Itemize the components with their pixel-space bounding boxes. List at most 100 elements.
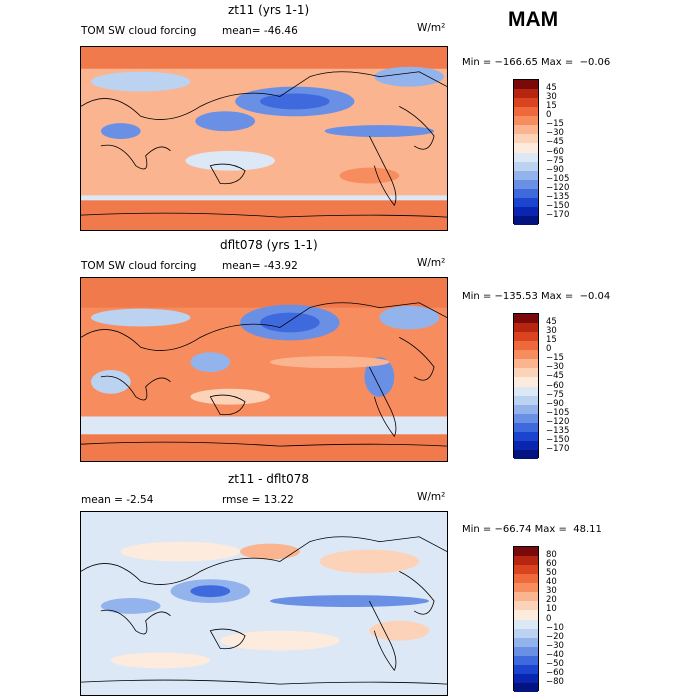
panel3-mean: mean = -2.54 xyxy=(81,494,154,506)
panel3-title: zt11 - dflt078 xyxy=(228,472,310,486)
colorbar-tick-label: −150 xyxy=(546,200,570,211)
colorbar-swatch xyxy=(514,89,538,99)
colorbar-swatch xyxy=(514,197,538,207)
panel2-units: W/m² xyxy=(417,257,446,269)
panel3-colorbar xyxy=(513,546,539,692)
colorbar-tick-label: −90 xyxy=(546,164,564,175)
colorbar-swatch xyxy=(514,655,538,665)
colorbar-swatch xyxy=(514,152,538,162)
colorbar-swatch xyxy=(514,134,538,144)
colorbar-swatch xyxy=(514,107,538,117)
colorbar-swatch xyxy=(514,610,538,620)
colorbar-swatch xyxy=(514,323,538,333)
colorbar-swatch xyxy=(514,368,538,378)
colorbar-tick-label: −45 xyxy=(546,137,564,148)
colorbar-swatch xyxy=(514,386,538,396)
colorbar-swatch xyxy=(514,170,538,180)
colorbar-swatch xyxy=(514,583,538,593)
colorbar-tick-label: −10 xyxy=(546,622,564,633)
colorbar-tick-label: 50 xyxy=(546,568,557,579)
colorbar-swatch xyxy=(514,431,538,441)
colorbar-swatch xyxy=(514,565,538,575)
colorbar-tick-label: 40 xyxy=(546,577,557,588)
panel2-mean: mean= -43.92 xyxy=(222,260,298,272)
colorbar-tick-label: −105 xyxy=(546,407,570,418)
colorbar-swatch xyxy=(514,332,538,342)
panel1-units: W/m² xyxy=(417,22,446,34)
colorbar-tick-label: −15 xyxy=(546,119,564,130)
colorbar-tick-label: −135 xyxy=(546,425,570,436)
colorbar-swatch xyxy=(514,341,538,351)
panel2-colorbar xyxy=(513,313,539,459)
colorbar-swatch xyxy=(514,359,538,369)
panel1-field-label: TOM SW cloud forcing xyxy=(81,25,197,37)
panel3-minmax: Min = −66.74 Max = 48.11 xyxy=(462,524,602,535)
colorbar-tick-label: −75 xyxy=(546,389,564,400)
panel2-field-label: TOM SW cloud forcing xyxy=(81,260,197,272)
colorbar-swatch xyxy=(514,161,538,171)
panel3-map xyxy=(80,511,448,696)
colorbar-tick-label: −50 xyxy=(546,658,564,669)
colorbar-swatch xyxy=(514,395,538,405)
colorbar-tick-label: −60 xyxy=(546,146,564,157)
colorbar-tick-label: 30 xyxy=(546,92,557,103)
panel1-mean: mean= -46.46 xyxy=(222,25,298,37)
colorbar-tick-label: −105 xyxy=(546,173,570,184)
colorbar-tick-label: 45 xyxy=(546,83,557,94)
colorbar-swatch xyxy=(514,377,538,387)
colorbar-tick-label: −30 xyxy=(546,128,564,139)
colorbar-swatch xyxy=(514,413,538,423)
colorbar-swatch xyxy=(514,449,538,459)
colorbar-swatch xyxy=(514,440,538,450)
colorbar-tick-label: −120 xyxy=(546,416,570,427)
panel1-minmax: Min = −166.65 Max = −0.06 xyxy=(462,57,611,68)
colorbar-tick-label: −150 xyxy=(546,434,570,445)
colorbar-tick-label: 20 xyxy=(546,595,557,606)
colorbar-swatch xyxy=(514,646,538,656)
colorbar-swatch xyxy=(514,673,538,683)
colorbar-tick-label: −90 xyxy=(546,398,564,409)
colorbar-tick-label: 0 xyxy=(546,344,552,355)
colorbar-tick-label: −135 xyxy=(546,191,570,202)
colorbar-tick-label: −60 xyxy=(546,667,564,678)
colorbar-tick-label: 10 xyxy=(546,604,557,615)
colorbar-tick-label: −30 xyxy=(546,362,564,373)
colorbar-tick-label: 0 xyxy=(546,613,552,624)
panel1-map xyxy=(80,46,448,231)
colorbar-tick-label: −60 xyxy=(546,380,564,391)
colorbar-swatch xyxy=(514,619,538,629)
colorbar-swatch xyxy=(514,592,538,602)
colorbar-tick-label: 30 xyxy=(546,586,557,597)
colorbar-swatch xyxy=(514,628,538,638)
colorbar-tick-label: −15 xyxy=(546,353,564,364)
panel2-title: dflt078 (yrs 1-1) xyxy=(220,238,318,252)
colorbar-swatch xyxy=(514,601,538,611)
colorbar-tick-label: 0 xyxy=(546,110,552,121)
colorbar-swatch xyxy=(514,664,538,674)
colorbar-swatch xyxy=(514,556,538,566)
panel2-minmax: Min = −135.53 Max = −0.04 xyxy=(462,291,611,302)
panel2-map xyxy=(80,277,448,462)
colorbar-tick-label: 30 xyxy=(546,326,557,337)
colorbar-swatch xyxy=(514,80,538,90)
colorbar-swatch xyxy=(514,350,538,360)
colorbar-swatch xyxy=(514,215,538,225)
colorbar-swatch xyxy=(514,314,538,324)
colorbar-swatch xyxy=(514,422,538,432)
colorbar-tick-label: −80 xyxy=(546,676,564,687)
colorbar-swatch xyxy=(514,206,538,216)
colorbar-tick-label: −170 xyxy=(546,209,570,220)
panel1-title: zt11 (yrs 1-1) xyxy=(228,3,310,17)
colorbar-swatch xyxy=(514,116,538,126)
colorbar-tick-label: 80 xyxy=(546,550,557,561)
colorbar-swatch xyxy=(514,98,538,108)
colorbar-tick-label: 15 xyxy=(546,101,557,112)
colorbar-swatch xyxy=(514,682,538,692)
colorbar-tick-label: −40 xyxy=(546,649,564,660)
colorbar-swatch xyxy=(514,188,538,198)
colorbar-swatch xyxy=(514,547,538,557)
colorbar-tick-label: 45 xyxy=(546,317,557,328)
colorbar-swatch xyxy=(514,125,538,135)
colorbar-tick-label: −45 xyxy=(546,371,564,382)
colorbar-tick-label: −75 xyxy=(546,155,564,166)
